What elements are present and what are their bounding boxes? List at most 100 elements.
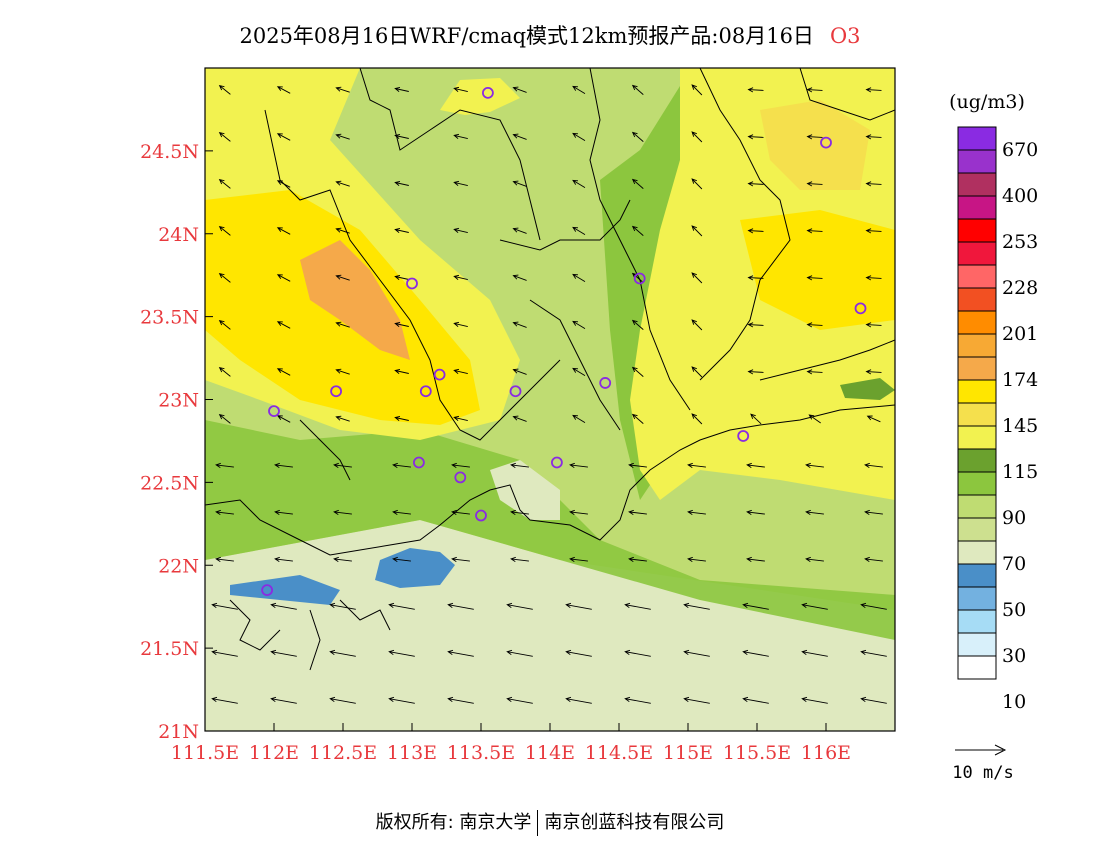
wind-arrow — [512, 415, 527, 422]
chart-title: 2025年08月16日WRF/cmaq模式12km预报产品:08月16日 O3 — [0, 20, 1100, 50]
wind-arrow — [333, 556, 352, 562]
wind-arrow — [572, 179, 586, 188]
lat-tick-label: 21.5N — [140, 638, 199, 660]
lon-tick-label: 115E — [663, 742, 713, 764]
wind-arrow — [631, 131, 644, 142]
wind-arrow — [453, 86, 468, 93]
legend-swatch — [957, 218, 997, 243]
wind-arrow — [218, 319, 231, 330]
legend-swatch — [957, 402, 997, 427]
wind-arrow — [747, 134, 764, 140]
legend-label: 253 — [1002, 231, 1038, 253]
unit-label: (ug/m3) — [949, 91, 1025, 113]
wind-arrow — [218, 413, 231, 424]
wind-arrow — [270, 696, 297, 704]
wind-arrow — [565, 602, 592, 610]
station-marker — [820, 136, 832, 149]
wind-arrow — [687, 462, 706, 468]
wind-arrow — [805, 556, 824, 562]
wind-arrow — [394, 86, 409, 92]
wind-arrow — [806, 181, 823, 187]
title-text: 2025年08月16日WRF/cmaq模式12km预报产品:08月16日 — [239, 24, 814, 48]
wind-arrow — [631, 178, 644, 189]
color-legend: 670 400 253 228 201 174 145 115 90 70 50 30 10 — [957, 126, 1038, 713]
wind-arrow — [274, 462, 293, 468]
wind-arrow — [865, 134, 882, 140]
wind-arrow — [453, 274, 468, 281]
wind-arrow — [276, 133, 291, 141]
wind-arrow — [801, 649, 828, 657]
wind-arrow — [447, 696, 474, 704]
wind-arrow — [742, 602, 769, 610]
wind-arrow — [750, 413, 762, 425]
wind-arrow — [805, 509, 824, 515]
wind-arrow — [335, 86, 350, 93]
lon-tick-label: 114.5E — [585, 742, 653, 764]
wind-arrow — [453, 180, 468, 187]
wind-arrow — [510, 556, 529, 562]
wind-arrow — [506, 649, 533, 657]
lon-tick-label: 114E — [525, 742, 575, 764]
wind-vectors — [211, 84, 887, 704]
lat-tick-label: 22.5N — [140, 472, 199, 494]
wind-arrow — [218, 131, 231, 142]
wind-arrow — [333, 509, 352, 515]
wind-arrow — [572, 367, 586, 376]
wind-arrow — [864, 462, 883, 468]
wind-arrow — [747, 322, 764, 328]
wind-arrow — [565, 696, 592, 704]
wind-arrow — [572, 85, 586, 94]
wind-arrow — [506, 696, 533, 704]
lon-tick-label: 113.5E — [447, 742, 515, 764]
legend-swatch — [957, 448, 997, 473]
wind-arrow — [806, 228, 823, 234]
legend-swatch — [957, 563, 997, 588]
wind-arrow — [624, 696, 651, 704]
copyright-right: 南京创蓝科技有限公司 — [544, 812, 725, 833]
wind-arrow — [860, 649, 887, 657]
legend-swatch — [957, 517, 997, 542]
wind-arrow — [329, 649, 356, 657]
wind-arrow — [801, 696, 828, 704]
legend-swatch — [957, 241, 997, 266]
wind-arrow — [276, 415, 291, 423]
wind-arrow — [806, 369, 823, 375]
legend-swatch — [957, 540, 997, 565]
wind-arrow — [453, 368, 468, 375]
legend-label: 400 — [1002, 185, 1038, 207]
wind-arrow — [742, 696, 769, 704]
legend-swatch — [957, 356, 997, 381]
wind-arrow — [569, 462, 588, 468]
wind-arrow — [512, 86, 527, 93]
legend-swatch — [957, 425, 997, 450]
wind-arrow — [329, 602, 356, 610]
lat-tick-label: 23N — [158, 390, 199, 412]
wind-arrow — [447, 602, 474, 610]
wind-arrow — [512, 274, 527, 281]
lat-tick-label: 24.5N — [140, 141, 199, 163]
wind-arrow — [747, 228, 764, 234]
station-marker — [454, 471, 467, 484]
lat-tick-label: 24N — [158, 224, 199, 246]
wind-arrow — [394, 180, 409, 186]
wind-arrow — [572, 132, 586, 141]
wind-arrow — [628, 509, 647, 515]
legend-swatch — [957, 287, 997, 312]
wind-arrow — [510, 462, 529, 468]
monitoring-stations — [261, 86, 867, 597]
wind-arrow — [218, 366, 231, 377]
wind-arrow — [806, 134, 823, 140]
wind-arrow — [388, 602, 415, 610]
legend-label: 50 — [1002, 599, 1026, 621]
lon-tick-label: 111.5E — [171, 742, 239, 764]
wind-arrow — [631, 319, 644, 330]
station-marker — [268, 405, 280, 418]
legend-label: 30 — [1002, 645, 1026, 667]
wind-arrow — [865, 322, 882, 328]
wind-arrow — [394, 415, 409, 421]
station-marker — [737, 430, 750, 442]
legend-label: 115 — [1002, 461, 1038, 483]
wind-arrow — [864, 509, 883, 515]
legend-swatch — [957, 494, 997, 519]
wind-arrow — [394, 274, 409, 280]
